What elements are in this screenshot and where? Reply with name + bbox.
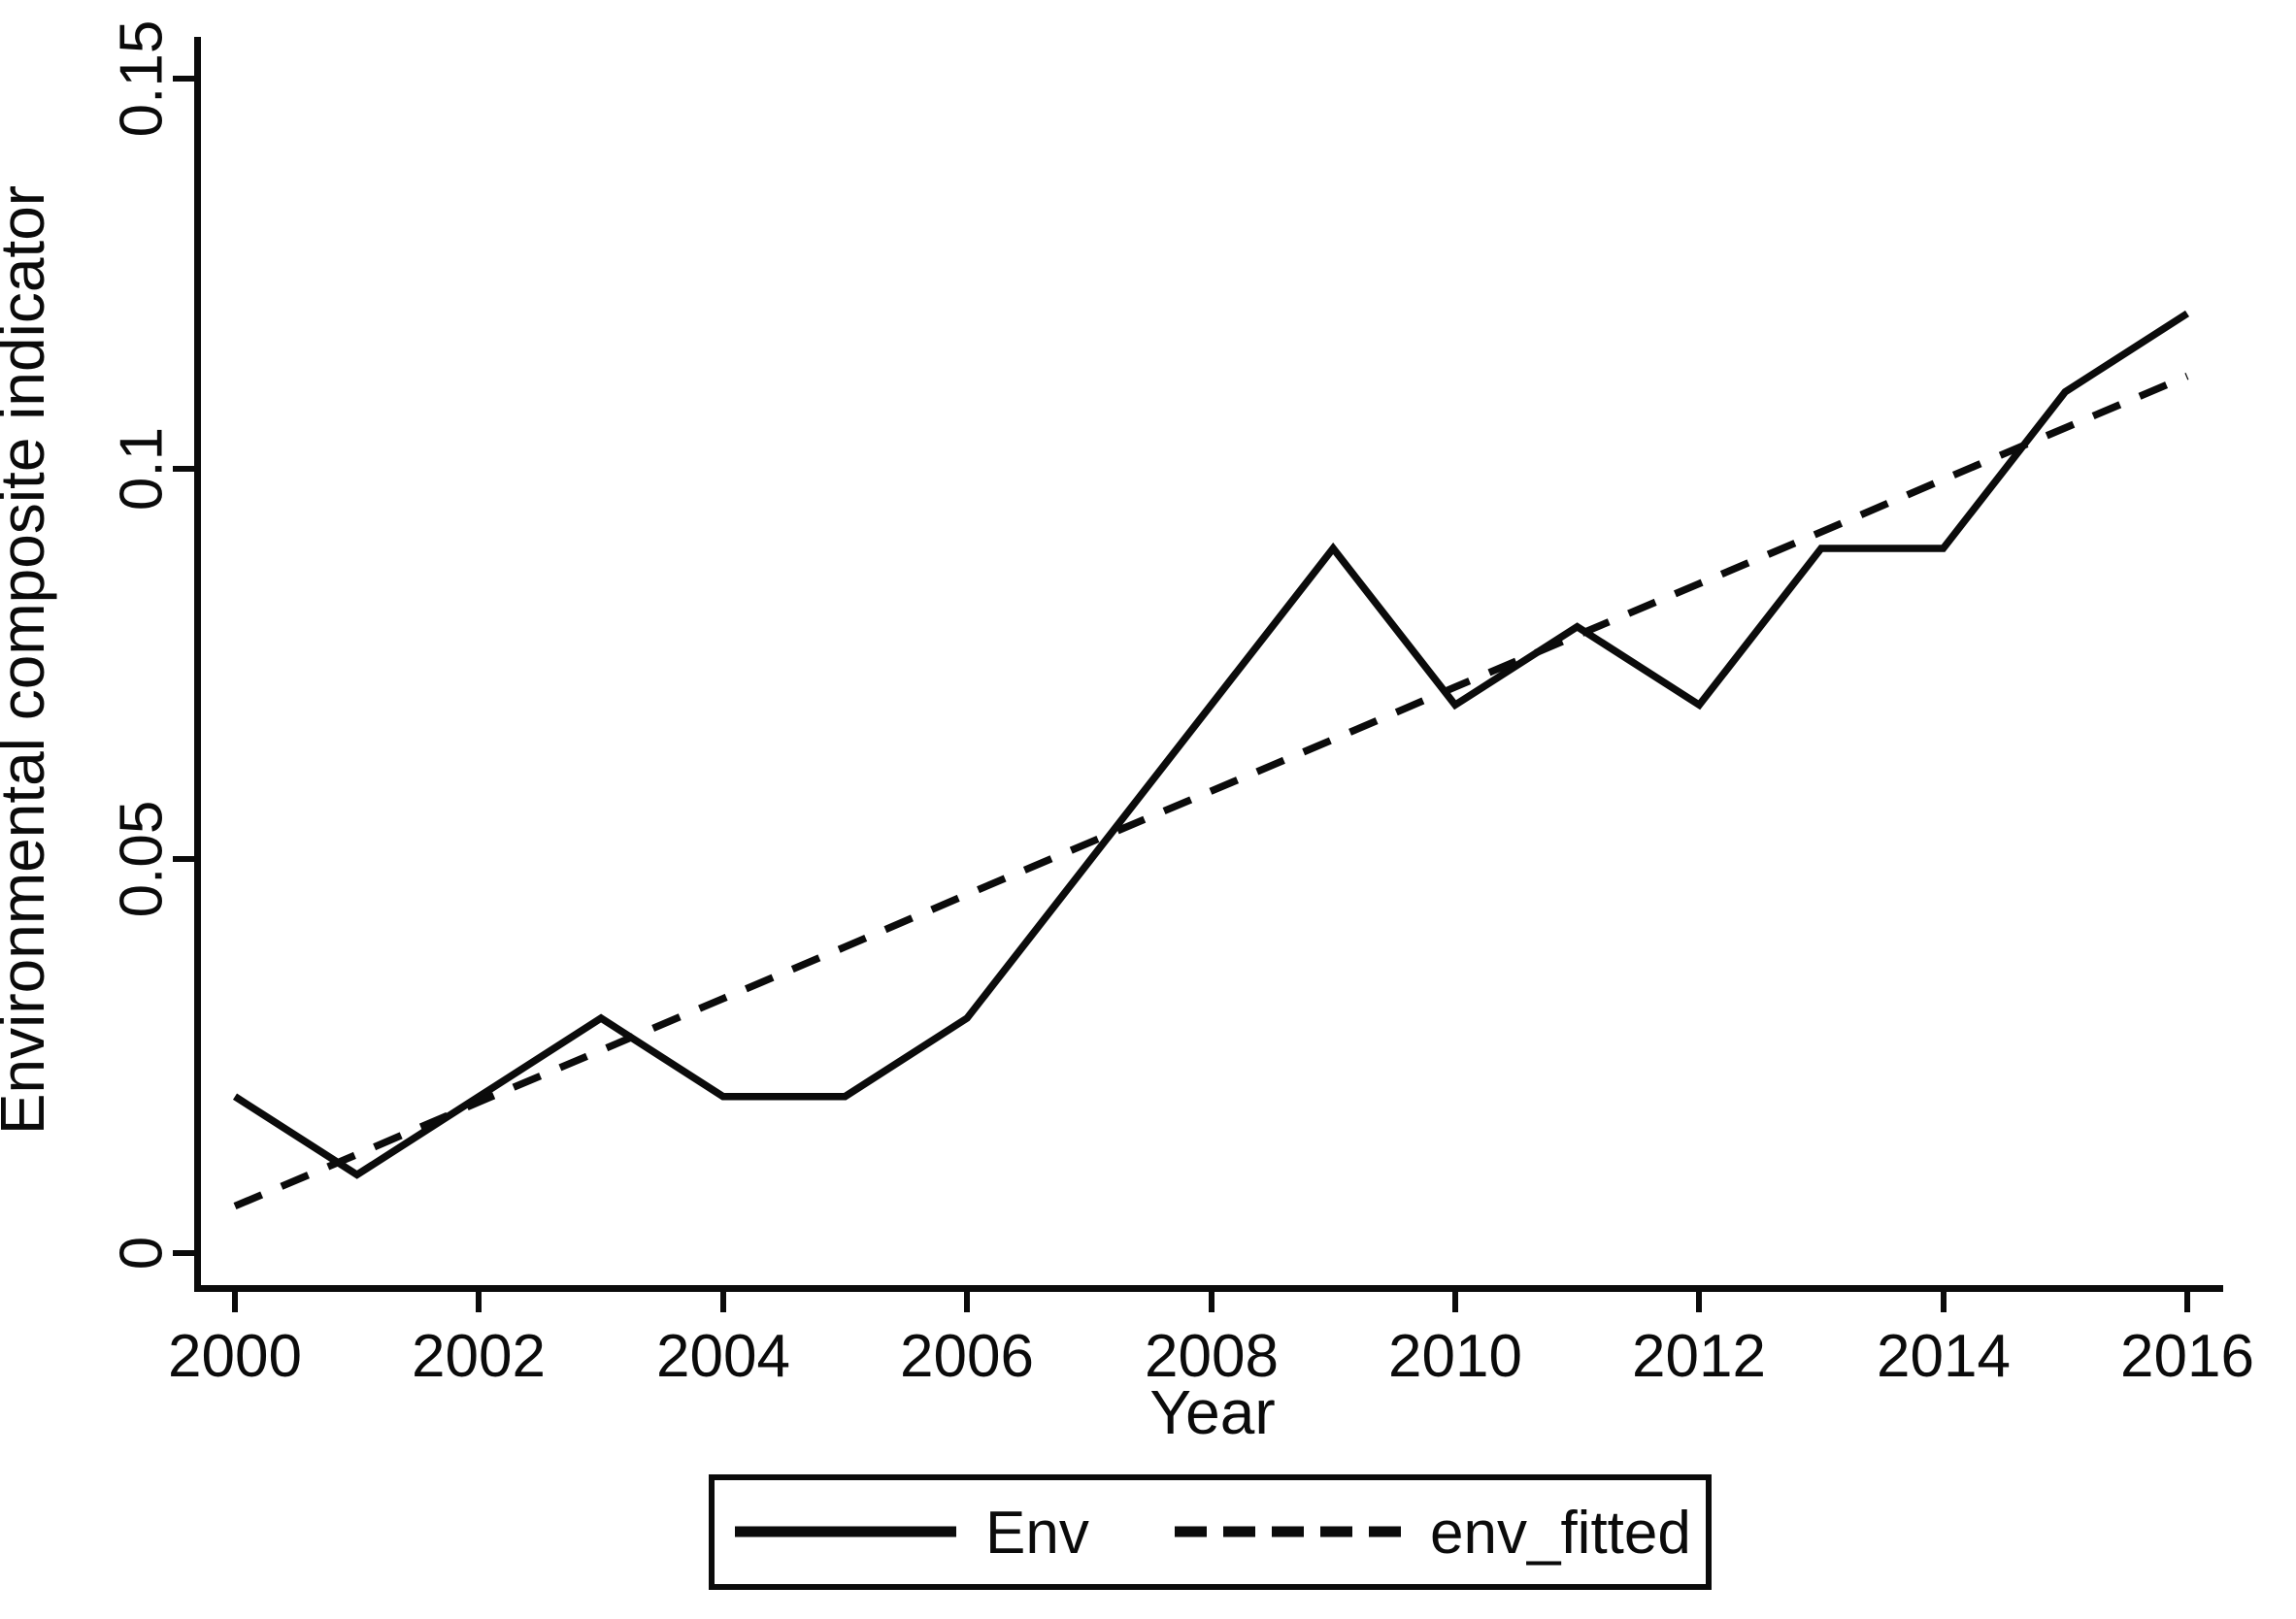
env-series-line	[232, 310, 2190, 1179]
axes	[194, 37, 2223, 1292]
x-tick-label: 2006	[900, 1323, 1034, 1390]
legend-env-fitted-label: env_fitted	[1430, 1500, 1691, 1567]
x-tick-label: 2000	[168, 1323, 302, 1390]
plot-series	[232, 310, 2190, 1210]
legend: Env env_fitted	[709, 1474, 1712, 1590]
x-tick-label: 2008	[1145, 1323, 1279, 1390]
x-tick-label: 2012	[1632, 1323, 1766, 1390]
y-tick-label: 0.15	[109, 20, 176, 138]
legend-box	[709, 1474, 1712, 1590]
x-tick-label: 2010	[1388, 1323, 1522, 1390]
x-axis-ticks: 2000 2002 2004 2006 2008 2010 2012 2014 …	[168, 1288, 2254, 1390]
y-axis-ticks: 0 0.05 0.1 0.15	[109, 20, 197, 1270]
y-tick-label: 0.1	[109, 427, 176, 511]
x-tick-label: 2002	[412, 1323, 546, 1390]
x-axis-title: Year	[1149, 1377, 1275, 1447]
y-tick-label: 0.05	[109, 801, 176, 918]
y-axis-title: Environmental composite indicator	[0, 185, 57, 1135]
x-tick-label: 2014	[1877, 1323, 2011, 1390]
x-tick-label: 2016	[2120, 1323, 2254, 1390]
x-tick-label: 2004	[656, 1323, 790, 1390]
y-tick-label: 0	[109, 1237, 176, 1270]
legend-env-label: Env	[985, 1500, 1089, 1567]
env-fitted-series-line	[233, 373, 2189, 1210]
